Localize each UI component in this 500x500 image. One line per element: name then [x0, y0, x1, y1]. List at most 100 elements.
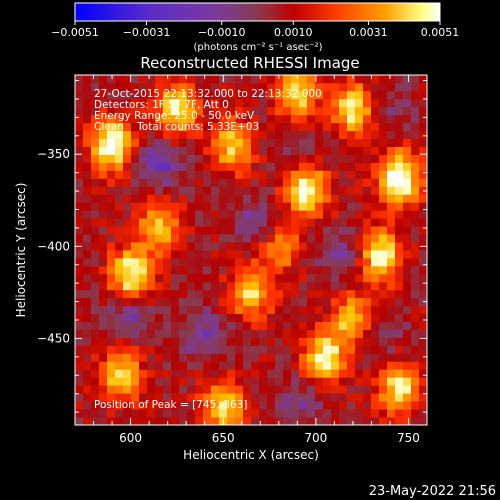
heatmap-cell: [163, 345, 172, 354]
heatmap-cell: [387, 178, 396, 187]
heatmap-cell: [283, 98, 292, 108]
heatmap-cell: [275, 202, 284, 211]
heatmap-cell: [379, 401, 388, 410]
heatmap-cell: [307, 218, 316, 227]
heatmap-cell: [115, 313, 124, 322]
heatmap-cell: [179, 321, 188, 330]
heatmap-cell: [179, 106, 188, 116]
heatmap-cell: [403, 401, 412, 410]
heatmap-cell: [395, 401, 404, 410]
heatmap-cell: [275, 114, 284, 124]
heatmap-cell: [211, 178, 220, 187]
heatmap-cell: [307, 401, 316, 410]
heatmap-cell: [355, 202, 364, 211]
heatmap-cell: [339, 242, 348, 251]
heatmap-cell: [139, 289, 148, 299]
heatmap-cell: [251, 321, 260, 330]
heatmap-cell: [147, 130, 156, 140]
heatmap-cell: [339, 385, 348, 394]
heatmap-cell: [107, 130, 116, 140]
heatmap-cell: [155, 329, 164, 338]
heatmap-cell: [195, 377, 204, 386]
heatmap-cell: [123, 273, 132, 283]
heatmap-cell: [107, 385, 116, 394]
heatmap-cell: [403, 321, 412, 330]
heatmap-cell: [147, 281, 156, 291]
heatmap-cell: [243, 393, 252, 402]
heatmap-cell: [411, 273, 420, 283]
heatmap-cell: [211, 281, 220, 291]
heatmap-cell: [155, 409, 164, 418]
heatmap-cell: [107, 297, 116, 307]
heatmap-cell: [283, 90, 292, 100]
heatmap-cell: [395, 122, 404, 132]
heatmap-cell: [411, 75, 420, 84]
heatmap-cell: [379, 313, 388, 322]
heatmap-cell: [251, 385, 260, 394]
heatmap-cell: [187, 281, 196, 291]
heatmap-cell: [339, 313, 348, 322]
heatmap-cell: [315, 162, 324, 171]
heatmap-cell: [347, 289, 356, 299]
heatmap-cell: [379, 250, 388, 259]
heatmap-cell: [227, 226, 236, 235]
heatmap-cell: [195, 345, 204, 354]
heatmap-cell: [251, 329, 260, 338]
heatmap-cell: [139, 417, 148, 425]
heatmap-cell: [107, 122, 116, 132]
heatmap-cell: [107, 393, 116, 402]
heatmap-cell: [323, 130, 332, 140]
heatmap-cell: [259, 226, 268, 235]
heatmap-cell: [331, 162, 340, 171]
heatmap-cell: [251, 154, 260, 163]
heatmap-cell: [187, 82, 196, 92]
heatmap-cell: [99, 122, 108, 132]
heatmap-cell: [275, 393, 284, 402]
heatmap-cell: [83, 345, 92, 354]
heatmap-cell: [99, 202, 108, 211]
heatmap-cell: [379, 98, 388, 108]
x-tick-label: 600: [119, 431, 142, 445]
heatmap-cell: [75, 401, 84, 410]
heatmap-cell: [107, 250, 116, 259]
heatmap-cell: [411, 90, 420, 100]
heatmap-cell: [259, 186, 268, 195]
heatmap-cell: [115, 250, 124, 259]
heatmap-cell: [123, 90, 132, 100]
heatmap-cell: [267, 345, 276, 354]
heatmap-cell: [187, 377, 196, 386]
heatmap-cell: [203, 194, 212, 203]
heatmap-cell: [299, 385, 308, 394]
heatmap-cell: [283, 202, 292, 211]
heatmap-cell: [419, 369, 427, 378]
heatmap-cell: [347, 178, 356, 187]
heatmap-cell: [403, 345, 412, 354]
heatmap-cell: [307, 106, 316, 116]
heatmap-cell: [411, 186, 420, 195]
heatmap-cell: [211, 369, 220, 378]
heatmap-cell: [203, 345, 212, 354]
heatmap-cell: [291, 242, 300, 251]
heatmap-cell: [403, 313, 412, 322]
heatmap-cell: [235, 417, 244, 425]
heatmap-cell: [195, 186, 204, 195]
heatmap-cell: [179, 289, 188, 299]
heatmap-cell: [131, 178, 140, 187]
heatmap-cell: [379, 194, 388, 203]
heatmap-cell: [147, 218, 156, 227]
heatmap-cell: [347, 353, 356, 362]
heatmap-cell: [99, 313, 108, 322]
heatmap-cell: [91, 353, 100, 362]
heatmap-cell: [99, 361, 108, 370]
heatmap-cell: [267, 281, 276, 291]
heatmap-cell: [179, 218, 188, 227]
heatmap-cell: [91, 178, 100, 187]
heatmap-cell: [99, 281, 108, 291]
heatmap-cell: [203, 82, 212, 92]
heatmap-cell: [291, 305, 300, 315]
heatmap-cell: [323, 146, 332, 155]
heatmap-cell: [419, 329, 427, 338]
heatmap-cell: [395, 202, 404, 211]
heatmap-cell: [299, 82, 308, 92]
heatmap-cell: [83, 226, 92, 235]
